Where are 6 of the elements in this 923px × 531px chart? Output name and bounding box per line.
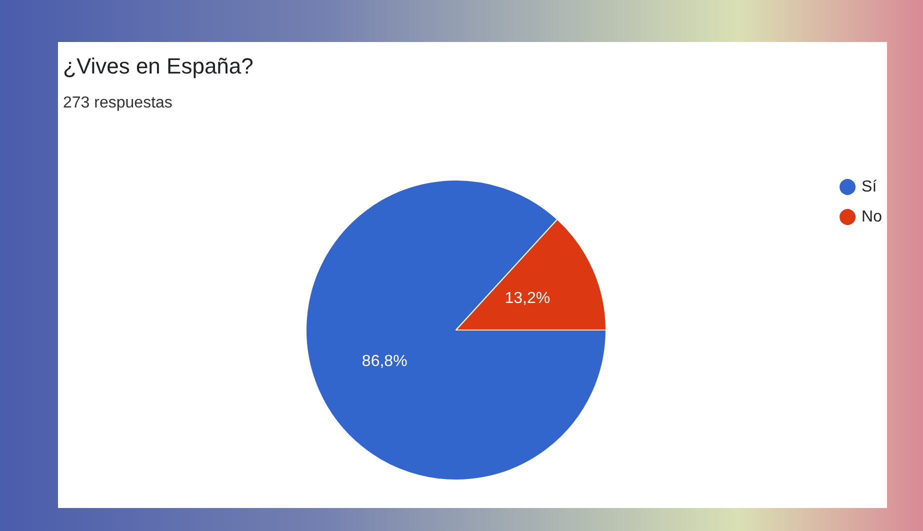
- legend-label: No: [862, 208, 882, 226]
- data-label: 13,2%: [504, 290, 550, 308]
- legend-label: Sí: [862, 178, 878, 196]
- data-label: 86,8%: [362, 352, 408, 370]
- chart-title: ¿Vives en España?: [63, 54, 254, 78]
- text: 273 respuestas: [63, 94, 172, 112]
